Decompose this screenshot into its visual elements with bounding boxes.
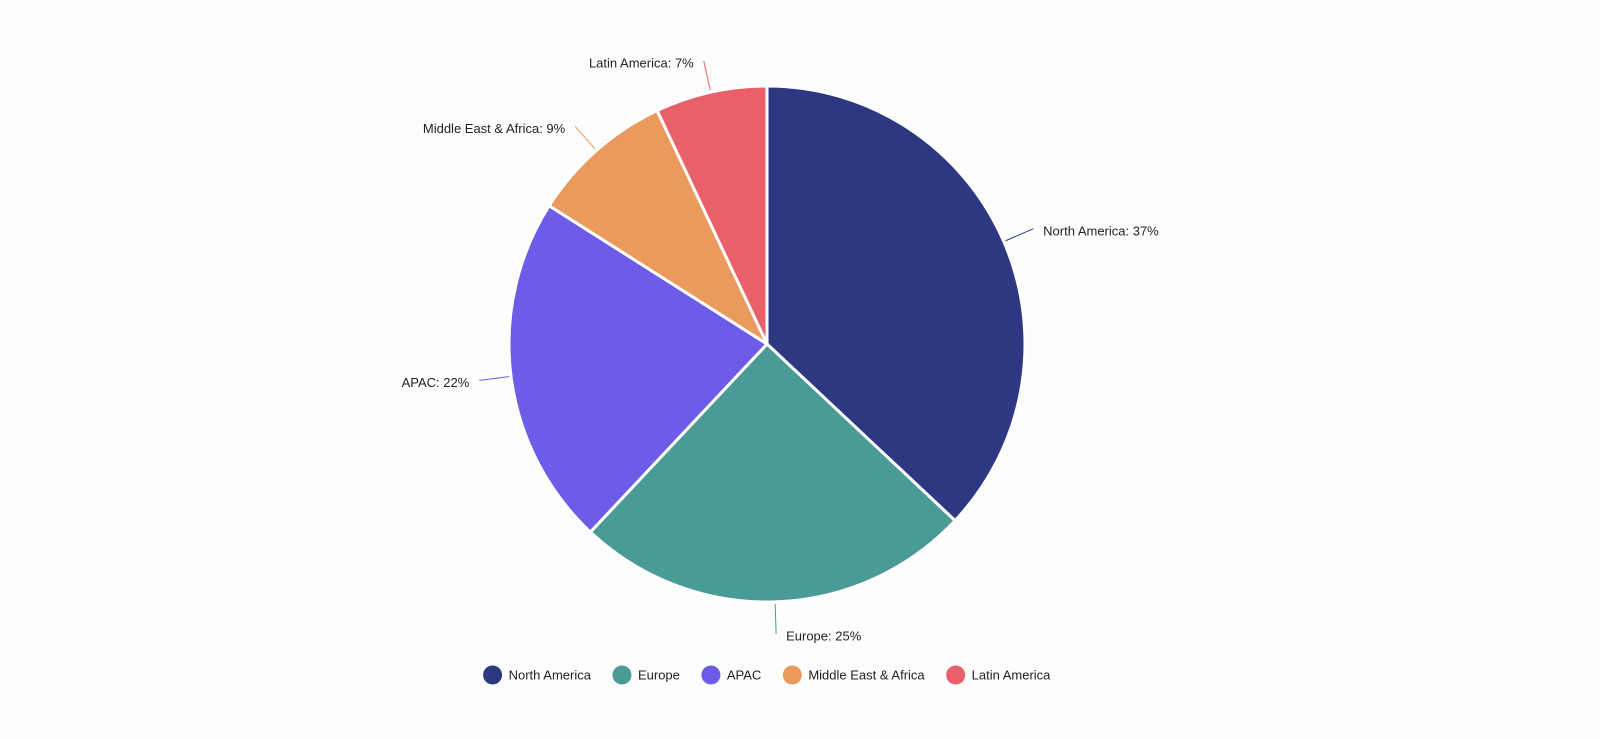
pie-slice — [507, 203, 770, 535]
data-label: Latin America: 7% — [589, 55, 694, 70]
pie-slice — [588, 341, 958, 604]
legend-label: Europe — [638, 667, 680, 682]
legend-label: Latin America — [972, 667, 1052, 682]
legend-swatch — [612, 665, 632, 685]
legend-swatch — [483, 665, 503, 685]
legend-label: Middle East & Africa — [808, 667, 925, 682]
legend: North America Europe APAC Middle East & Afr… — [483, 665, 1052, 685]
legend-swatch — [946, 665, 966, 685]
legend-swatch — [782, 665, 802, 685]
legend-swatch — [701, 665, 721, 685]
pie-slice — [547, 108, 771, 349]
label-leader — [574, 126, 596, 150]
data-label: North America: 37% — [1043, 223, 1159, 238]
label-leader — [703, 60, 711, 91]
pie-slice — [655, 84, 769, 345]
legend-label: APAC — [727, 667, 761, 682]
pie-slice — [765, 84, 1027, 523]
label-leader — [479, 376, 510, 381]
data-label: Middle East & Africa: 9% — [423, 121, 566, 136]
label-leader — [774, 603, 777, 634]
data-label: APAC: 22% — [402, 375, 470, 390]
legend-label: North America — [509, 667, 592, 682]
data-label: Europe: 25% — [786, 628, 862, 643]
label-leader — [1005, 228, 1034, 242]
